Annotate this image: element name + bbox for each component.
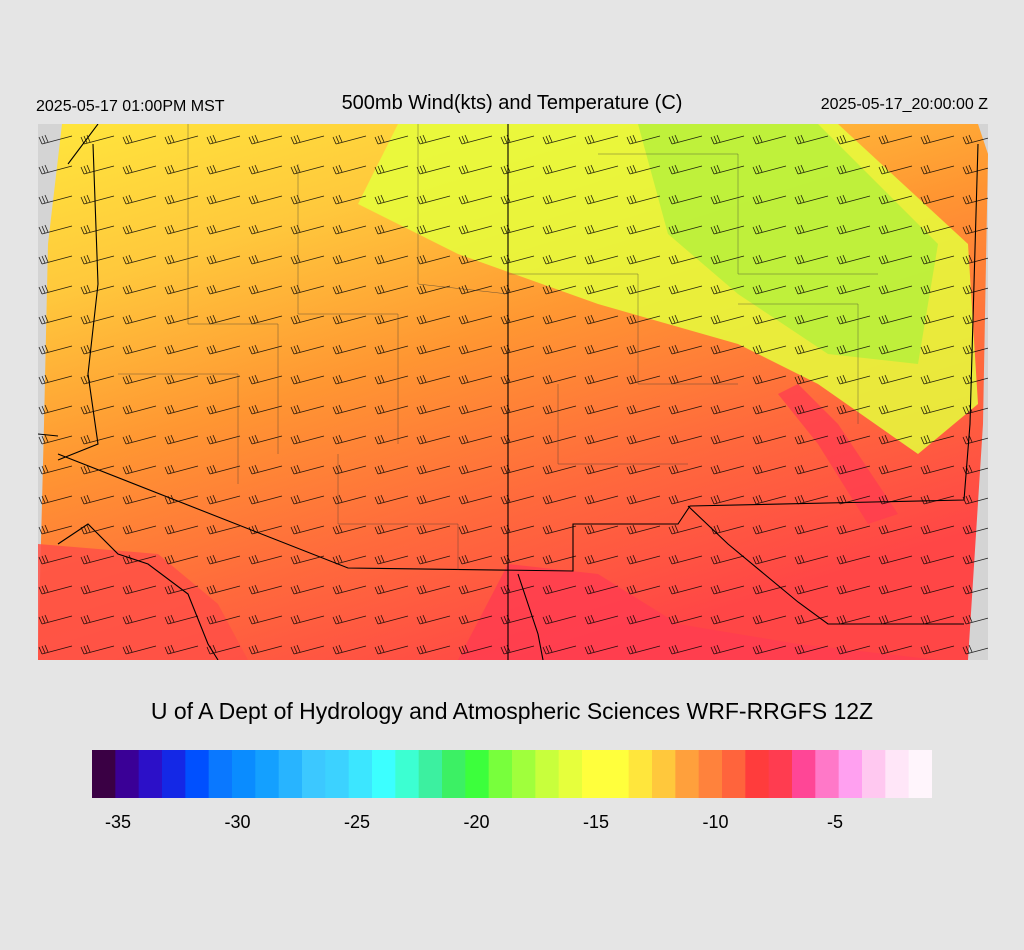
colorbar-swatch — [488, 750, 513, 798]
colorbar-swatch — [862, 750, 886, 798]
colorbar-swatch — [418, 750, 443, 798]
colorbar-tick-label: -30 — [224, 812, 251, 832]
county-boundaries — [118, 124, 878, 570]
colorbar-swatch — [372, 750, 396, 798]
colorbar-swatch — [768, 750, 793, 798]
colorbar-swatch — [115, 750, 140, 798]
colorbar-swatch — [138, 750, 163, 798]
colorbar-swatch — [232, 750, 256, 798]
colorbar-tick-label: -5 — [826, 812, 844, 832]
temperature-colorbar — [92, 750, 932, 798]
map-title: 500mb Wind(kts) and Temperature (C) — [341, 92, 683, 114]
credit-line: U of A Dept of Hydrology and Atmospheric… — [150, 698, 874, 724]
valid-time-local: 2025-05-17 01:00PM MST — [36, 98, 225, 115]
state-boundaries — [38, 124, 979, 660]
colorbar-swatch — [442, 750, 466, 798]
colorbar-swatch — [465, 750, 490, 798]
colorbar-swatch — [792, 750, 816, 798]
colorbar-swatch — [838, 750, 863, 798]
colorbar-swatch — [885, 750, 910, 798]
colorbar-swatch — [605, 750, 630, 798]
colorbar-swatch — [302, 750, 326, 798]
colorbar-swatch — [208, 750, 233, 798]
colorbar-swatch — [512, 750, 536, 798]
colorbar-swatch — [185, 750, 210, 798]
colorbar-swatch — [628, 750, 653, 798]
colorbar-swatch — [722, 750, 746, 798]
colorbar-swatch — [652, 750, 676, 798]
colorbar-tick-label: -10 — [702, 812, 729, 832]
colorbar-tick-label: -15 — [582, 812, 610, 832]
colorbar-swatch — [162, 750, 186, 798]
colorbar-swatch — [815, 750, 840, 798]
colorbar-swatch — [348, 750, 373, 798]
colorbar-swatch — [92, 750, 116, 798]
colorbar-swatch — [395, 750, 420, 798]
colorbar-swatch — [675, 750, 700, 798]
colorbar-tick-label: -25 — [343, 812, 371, 832]
colorbar-swatch — [535, 750, 560, 798]
colorbar-tick-label: -20 — [463, 812, 490, 832]
colorbar-swatch — [558, 750, 583, 798]
colorbar-swatch — [278, 750, 303, 798]
temperature-wind-map — [38, 124, 988, 660]
colorbar-swatch — [582, 750, 606, 798]
colorbar-swatch — [255, 750, 280, 798]
colorbar-tick-label: -35 — [104, 812, 132, 832]
colorbar-swatch — [325, 750, 350, 798]
colorbar-swatch — [745, 750, 770, 798]
wind-barbs — [38, 124, 988, 660]
colorbar-swatch — [698, 750, 723, 798]
valid-time-utc: 2025-05-17_20:00:00 Z — [820, 96, 988, 113]
colorbar-swatch — [908, 750, 932, 798]
